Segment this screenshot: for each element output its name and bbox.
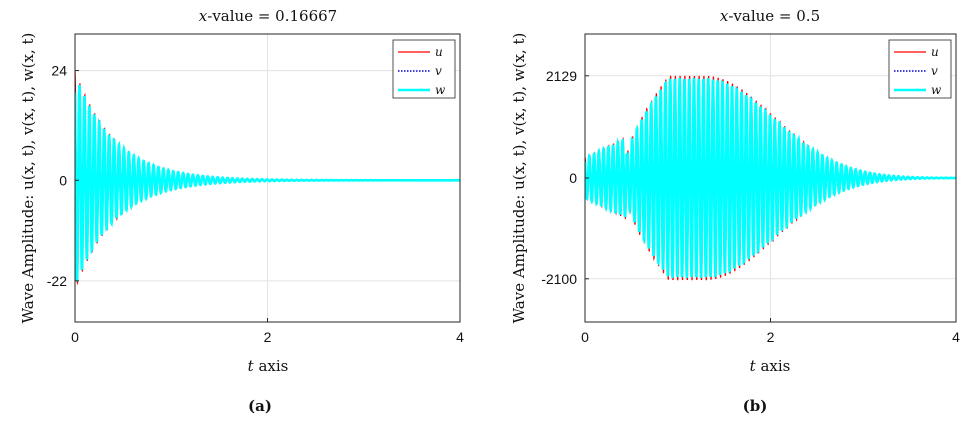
legend-v-label: v bbox=[931, 64, 938, 78]
chart-b-legend: u v w bbox=[888, 39, 952, 99]
chart-a-legend: u v w bbox=[392, 39, 456, 99]
x-tick-label: 0 bbox=[71, 329, 79, 345]
panel-label-b: (b) bbox=[743, 397, 768, 415]
chart-b-plot-area bbox=[585, 75, 956, 281]
x-tick-label: 4 bbox=[456, 329, 464, 345]
x-tick-label: 4 bbox=[952, 329, 960, 345]
y-tick-label: 24 bbox=[51, 63, 67, 79]
legend-w-label: w bbox=[931, 83, 942, 97]
y-tick-label: 0 bbox=[59, 172, 67, 188]
y-tick-label: -2100 bbox=[541, 271, 577, 287]
y-tick-label: 0 bbox=[569, 170, 577, 186]
x-tick-label: 0 bbox=[581, 329, 589, 345]
chart-b-title: x-value = 0.5 bbox=[720, 7, 820, 25]
y-tick-label: 2129 bbox=[546, 68, 577, 84]
legend-u-label: u bbox=[931, 45, 939, 59]
legend-u-label: u bbox=[435, 45, 443, 59]
series-w-line bbox=[585, 77, 956, 279]
chart-a-title: x-value = 0.16667 bbox=[199, 7, 337, 25]
chart-a-ylabel: Wave Amplitude: u(x, t), v(x, t), w(x, t… bbox=[19, 33, 37, 324]
x-tick-label: 2 bbox=[264, 329, 272, 345]
chart-a-xlabel: t axis bbox=[248, 357, 289, 375]
chart-b-ylabel: Wave Amplitude: u(x, t), v(x, t), w(x, t… bbox=[510, 33, 528, 324]
chart-b-ticks: 0 2 4 -2100 0 2129 bbox=[541, 68, 960, 345]
x-tick-label: 2 bbox=[767, 329, 775, 345]
series-w-line bbox=[75, 84, 460, 282]
legend-w-label: w bbox=[435, 83, 446, 97]
chart-b: x-value = 0.5 0 2 4 -2100 0 2129 Wave Amplitu… bbox=[510, 7, 960, 415]
chart-b-xlabel: t axis bbox=[750, 357, 791, 375]
chart-a-plot-area bbox=[75, 70, 460, 286]
y-tick-label: -22 bbox=[47, 273, 67, 289]
legend-v-label: v bbox=[435, 64, 442, 78]
panel-label-a: (a) bbox=[248, 397, 272, 415]
